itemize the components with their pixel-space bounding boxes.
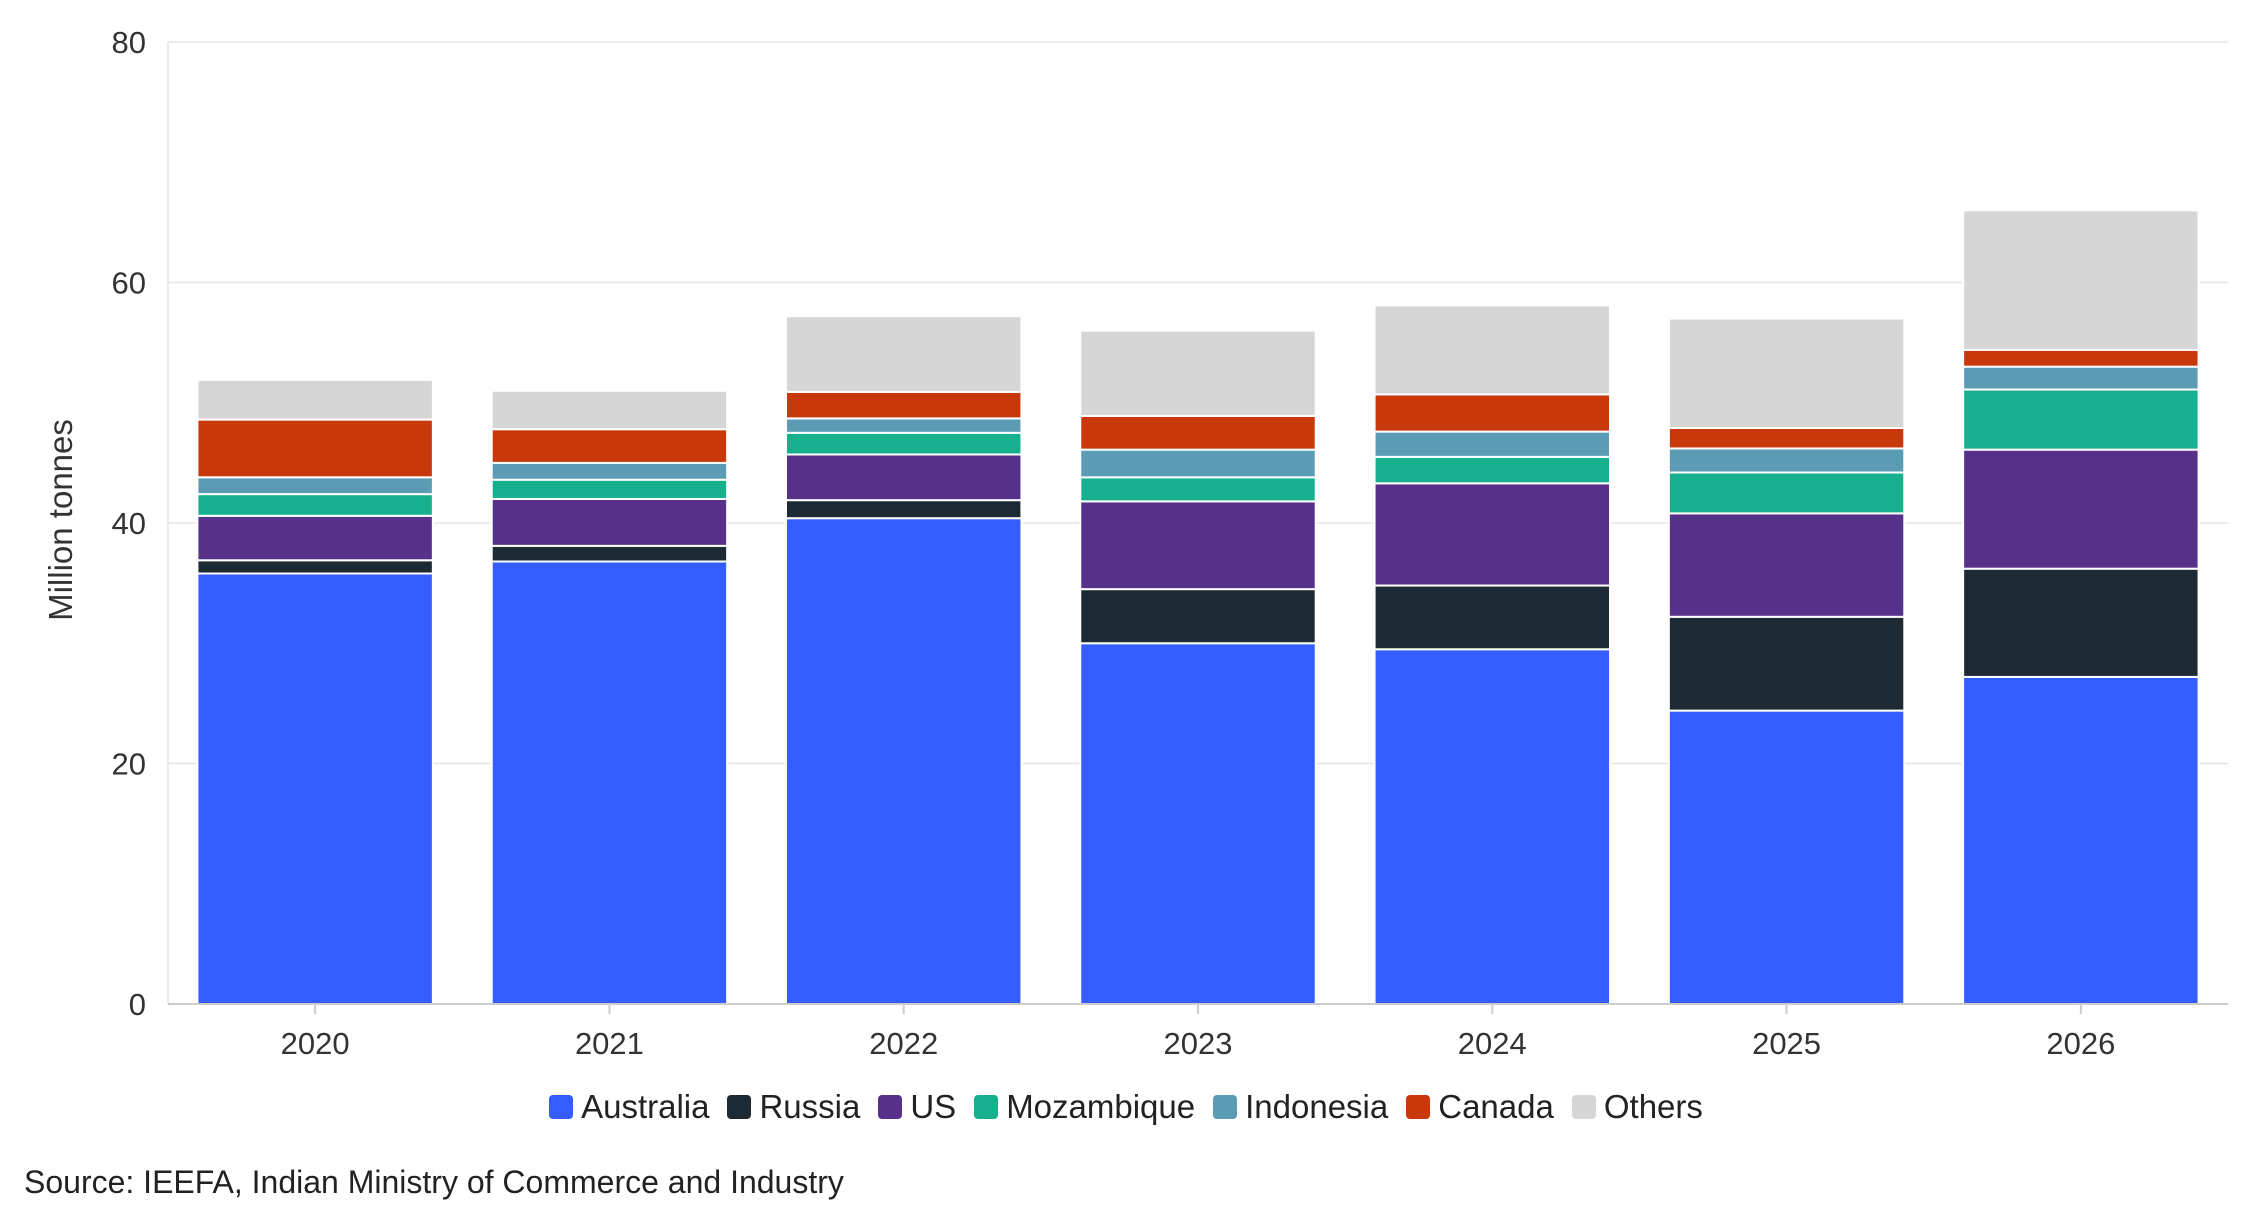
legend-swatch — [1213, 1095, 1238, 1119]
legend: Australia Russia US Mozambique Indonesia Cana… — [0, 1088, 2252, 1126]
bar-segment-mozambique-2026 — [1962, 388, 2200, 451]
x-tick-label-2021: 2021 — [575, 1026, 644, 1061]
bar-segment-russia-2023 — [1079, 588, 1317, 645]
bar-segment-russia-2020 — [196, 559, 434, 575]
bar-segment-us-2020 — [196, 514, 434, 562]
y-tick-label: 20 — [112, 747, 146, 782]
legend-item-mozambique[interactable]: Mozambique — [974, 1088, 1195, 1126]
legend-swatch — [1571, 1095, 1596, 1119]
legend-item-others[interactable]: Others — [1571, 1088, 1703, 1126]
bar-segment-australia-2021 — [490, 560, 729, 1005]
bar-segment-mozambique-2025 — [1667, 471, 1906, 515]
legend-label: Others — [1603, 1088, 1703, 1125]
bar-segment-australia-2020 — [196, 572, 434, 1005]
x-tick-label-2023: 2023 — [1164, 1026, 1233, 1061]
legend-item-australia[interactable]: Australia — [549, 1088, 709, 1126]
x-tick-label-2020: 2020 — [281, 1026, 350, 1061]
legend-label: Australia — [581, 1088, 710, 1125]
source-note: Source: IEEFA, Indian Ministry of Commer… — [24, 1164, 844, 1200]
bar-segment-us-2025 — [1667, 512, 1906, 618]
bar-segment-canada-2024 — [1373, 393, 1611, 433]
bar-segment-mozambique-2022 — [785, 431, 1023, 456]
y-tick-label: 40 — [112, 506, 146, 541]
legend-swatch — [1406, 1095, 1431, 1119]
legend-item-indonesia[interactable]: Indonesia — [1213, 1088, 1388, 1126]
bar-segment-indonesia-2022 — [785, 417, 1023, 434]
x-tick-label-2026: 2026 — [2046, 1026, 2115, 1061]
bar-segment-canada-2025 — [1667, 427, 1906, 450]
bar-segment-mozambique-2021 — [490, 478, 729, 500]
y-axis-title: Million tonnes — [42, 419, 79, 621]
bar-segment-others-2020 — [196, 378, 434, 421]
bar-segment-indonesia-2024 — [1373, 430, 1611, 458]
legend-swatch — [974, 1095, 999, 1119]
bar-segment-russia-2021 — [490, 544, 729, 563]
bar-segment-others-2022 — [785, 315, 1023, 393]
bar-segment-australia-2023 — [1079, 642, 1317, 1005]
bar-segment-us-2024 — [1373, 482, 1611, 587]
bar-segment-canada-2022 — [785, 390, 1023, 420]
legend-label: US — [910, 1088, 957, 1125]
bar-segment-australia-2022 — [785, 517, 1023, 1005]
legend-item-canada[interactable]: Canada — [1406, 1088, 1554, 1126]
bar-segment-others-2023 — [1079, 329, 1317, 417]
axes: 0 20 40 60 80 2020 2021 2022 2023 2024 2025 2026 — [112, 25, 2228, 1061]
bar-segment-canada-2021 — [490, 428, 729, 464]
bar-segment-russia-2025 — [1667, 615, 1906, 712]
y-tick-label: 0 — [129, 987, 146, 1022]
y-tick-label: 60 — [112, 266, 146, 301]
bar-segment-indonesia-2025 — [1667, 447, 1906, 474]
bar-segment-us-2026 — [1962, 448, 2200, 570]
bar-segment-us-2021 — [490, 497, 729, 547]
legend-label: Indonesia — [1245, 1088, 1389, 1125]
legend-swatch — [727, 1095, 752, 1119]
bar-segment-mozambique-2023 — [1079, 476, 1317, 503]
bar-segment-australia-2026 — [1962, 675, 2200, 1005]
bar-segment-others-2024 — [1373, 304, 1611, 396]
legend-swatch — [878, 1095, 903, 1119]
bar-segment-canada-2023 — [1079, 414, 1317, 451]
bar-segment-russia-2022 — [785, 499, 1023, 520]
legend-item-us[interactable]: US — [878, 1088, 956, 1126]
legend-swatch — [549, 1095, 574, 1119]
x-tick-label-2024: 2024 — [1458, 1026, 1527, 1061]
y-tick-label: 80 — [112, 25, 146, 60]
bar-segment-indonesia-2020 — [196, 476, 434, 496]
bar-segment-russia-2026 — [1962, 567, 2200, 678]
x-tick-label-2022: 2022 — [869, 1026, 938, 1061]
legend-label: Canada — [1438, 1088, 1554, 1125]
bar-segment-indonesia-2021 — [490, 461, 729, 481]
bar-segment-australia-2025 — [1667, 709, 1906, 1006]
bar-segment-canada-2026 — [1962, 348, 2200, 368]
legend-label: Mozambique — [1006, 1088, 1196, 1125]
bar-segment-indonesia-2023 — [1079, 448, 1317, 479]
bar-segment-australia-2024 — [1373, 648, 1611, 1005]
legend-label: Russia — [759, 1088, 861, 1125]
bar-segment-others-2021 — [490, 389, 729, 431]
bar-segment-canada-2020 — [196, 418, 434, 479]
bar-segment-mozambique-2020 — [196, 493, 434, 517]
bar-segment-mozambique-2024 — [1373, 455, 1611, 485]
bar-segment-others-2026 — [1962, 209, 2200, 351]
x-tick-label-2025: 2025 — [1752, 1026, 1821, 1061]
bar-segment-others-2025 — [1667, 317, 1906, 430]
bar-segment-indonesia-2026 — [1962, 365, 2200, 391]
bar-segment-russia-2024 — [1373, 584, 1611, 651]
legend-item-russia[interactable]: Russia — [727, 1088, 860, 1126]
bar-segment-us-2022 — [785, 453, 1023, 502]
bar-segment-us-2023 — [1079, 500, 1317, 591]
bars — [196, 209, 2200, 1006]
